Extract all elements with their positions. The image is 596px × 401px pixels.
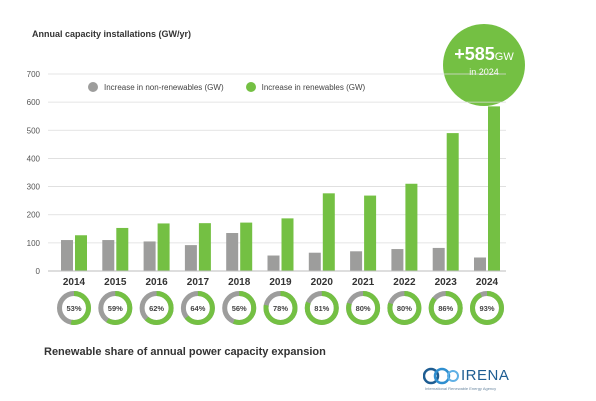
bar-nonrenewables [391, 249, 404, 271]
bar-renewables [322, 193, 335, 271]
share-label: 62% [149, 304, 164, 313]
bar-renewables [405, 183, 418, 271]
legend-label-nonrenewables: Increase in non-renewables (GW) [104, 82, 224, 92]
share-donut-arc [387, 291, 422, 325]
share-label: 78% [273, 304, 288, 313]
share-donut-arc [470, 291, 504, 325]
y-tick-label: 300 [27, 183, 41, 192]
bar-nonrenewables [143, 241, 156, 271]
bar-renewables [157, 223, 170, 271]
chart-subtitle: Renewable share of annual power capacity… [44, 346, 326, 358]
y-tick-label: 100 [27, 239, 41, 248]
bar-nonrenewables [350, 251, 363, 271]
badge-value: +585GW [443, 44, 525, 67]
share-label: 59% [108, 304, 123, 313]
share-label: 53% [66, 304, 81, 313]
y-tick-label: 700 [27, 70, 41, 79]
share-donut-arc [98, 291, 133, 325]
share-label: 86% [438, 304, 453, 313]
share-donut-arc [222, 291, 257, 325]
bar-nonrenewables [61, 240, 73, 271]
y-tick-label: 600 [27, 98, 41, 107]
x-tick-label: 2018 [228, 277, 251, 288]
bar-renewables [364, 195, 377, 271]
logo-text: IRENA [461, 367, 510, 384]
irena-logo-icon [423, 367, 459, 385]
share-donut-arc [428, 291, 463, 325]
badge-number: +585 [454, 44, 495, 64]
x-tick-label: 2020 [311, 277, 334, 288]
badge-unit: GW [494, 51, 514, 63]
legend-label-renewables: Increase in renewables (GW) [261, 82, 366, 92]
logo-subtext: International Renewable Energy Agency [425, 386, 497, 391]
share-donut-arc [263, 291, 298, 325]
y-tick-label: 500 [27, 126, 41, 135]
bar-nonrenewables [308, 252, 321, 271]
x-tick-label: 2015 [104, 277, 127, 288]
share-label: 56% [232, 304, 247, 313]
share-label: 80% [356, 304, 371, 313]
y-axis-title: Annual capacity installations (GW/yr) [32, 29, 192, 39]
share-label: 81% [314, 304, 329, 313]
x-tick-label: 2017 [187, 277, 210, 288]
bar-nonrenewables [267, 255, 280, 271]
bar-renewables [240, 222, 253, 271]
x-tick-label: 2023 [435, 277, 458, 288]
bar-nonrenewables [432, 247, 445, 271]
bar-renewables [198, 223, 211, 271]
legend-swatch-nonrenewables [88, 82, 98, 92]
irena-logo: IRENA International Renewable Energy Age… [423, 367, 533, 395]
x-tick-label: 2014 [63, 277, 86, 288]
legend-item-renewables: Increase in renewables (GW) [245, 82, 366, 92]
legend-item-nonrenewables: Increase in non-renewables (GW) [88, 82, 224, 92]
share-donut-arc [139, 291, 174, 325]
x-tick-label: 2022 [393, 277, 416, 288]
x-tick-label: 2024 [476, 277, 499, 288]
bar-nonrenewables [102, 240, 115, 271]
x-tick-label: 2016 [145, 277, 168, 288]
share-donut-arc [57, 291, 91, 325]
bar-nonrenewables [474, 257, 486, 271]
y-tick-label: 0 [36, 267, 41, 276]
y-tick-label: 200 [27, 211, 41, 220]
bar-renewables [75, 235, 87, 271]
legend-swatch-renewables [245, 82, 256, 92]
highlight-badge: +585GW in 2024 [443, 24, 525, 106]
share-donut-arc [180, 291, 215, 325]
x-tick-label: 2019 [269, 277, 292, 288]
x-tick-label: 2021 [352, 277, 375, 288]
bar-nonrenewables [226, 233, 239, 271]
bar-renewables [446, 133, 459, 271]
share-donut-arc [304, 291, 339, 325]
share-label: 64% [190, 304, 205, 313]
share-donut-arc [346, 291, 381, 325]
legend: Increase in non-renewables (GW) Increase… [88, 82, 387, 92]
badge-caption: in 2024 [469, 67, 499, 77]
bar-renewables [488, 106, 500, 271]
share-label: 80% [397, 304, 412, 313]
bar-renewables [116, 227, 129, 271]
bar-nonrenewables [184, 245, 197, 271]
y-tick-label: 400 [27, 154, 41, 163]
bar-renewables [281, 218, 294, 271]
share-label: 93% [479, 304, 494, 313]
